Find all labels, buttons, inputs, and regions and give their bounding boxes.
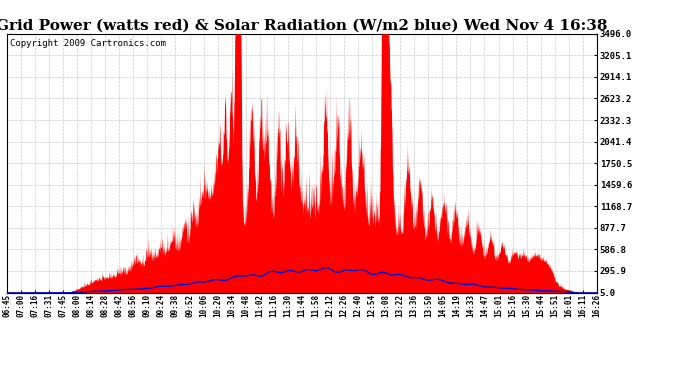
Title: Grid Power (watts red) & Solar Radiation (W/m2 blue) Wed Nov 4 16:38: Grid Power (watts red) & Solar Radiation… [0,19,608,33]
Text: Copyright 2009 Cartronics.com: Copyright 2009 Cartronics.com [10,39,166,48]
